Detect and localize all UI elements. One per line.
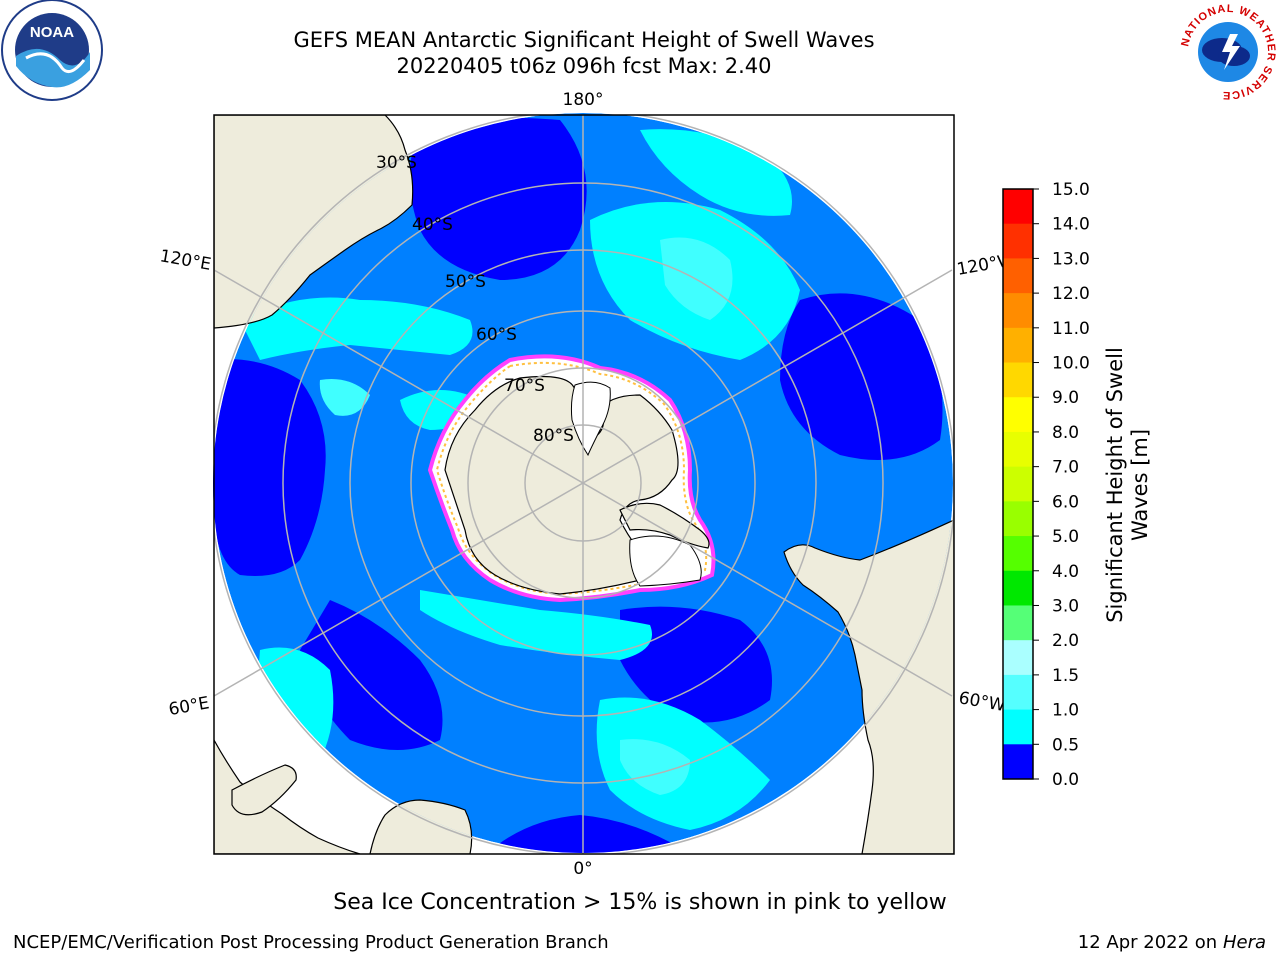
lat-label-80: 80°S — [533, 426, 574, 446]
lon-label-lower-right: 60°W — [957, 688, 1007, 716]
colorbar-segment — [1003, 223, 1033, 259]
sea-ice-caption: Sea Ice Concentration > 15% is shown in … — [333, 890, 947, 915]
weddell-ice-shelf — [629, 535, 702, 587]
graticule — [213, 115, 954, 854]
colorbar-label-line1: Significant Height of Swell — [1103, 347, 1127, 623]
africa-land — [214, 739, 361, 854]
lon-label-bottom: 0° — [573, 859, 592, 879]
madagascar-land — [231, 764, 297, 816]
colorbar-tick-label: 0.5 — [1052, 735, 1079, 755]
colorbar-frame — [1002, 188, 1034, 780]
colorbar-tick-label: 4.0 — [1052, 562, 1079, 582]
footer-date-text: 12 Apr 2022 on — [1077, 932, 1223, 953]
colorbar-segment — [1003, 431, 1033, 468]
swell-band-0-0.5 — [620, 606, 772, 723]
colorbar — [1003, 189, 1033, 780]
chart-subtitle: 20220405 t06z 096h fcst Max: 2.40 — [396, 54, 772, 78]
colorbar-ticks: 15.0 14.0 13.0 12.0 11.0 10.0 9.0 8.0 7.0 6.0 5.0 4… — [1033, 180, 1090, 790]
footer-credit: NCEP/EMC/Verification Post Processing Pr… — [13, 932, 609, 953]
colorbar-tick-label: 15.0 — [1052, 180, 1090, 200]
colorbar-tick-label: 3.0 — [1052, 596, 1079, 616]
colorbar-tick-label: 11.0 — [1052, 319, 1090, 339]
lon-label-upper-left: 120°E — [158, 246, 212, 275]
swell-band-1.0-1.5 — [258, 647, 334, 763]
noaa-logo-icon: NOAA — [1, 0, 103, 101]
noaa-logo-text: NOAA — [30, 24, 74, 41]
swell-band-0-0.5 — [213, 359, 326, 576]
colorbar-segment — [1003, 709, 1033, 745]
swell-band-1.0-1.5 — [240, 297, 473, 360]
swell-band-1.5-2.0 — [319, 379, 370, 416]
colorbar-segment — [1003, 466, 1033, 502]
colorbar-segment — [1003, 397, 1033, 433]
lat-label-30: 30°S — [376, 153, 417, 173]
colorbar-segment — [1003, 327, 1033, 364]
colorbar-segment — [1003, 536, 1033, 572]
colorbar-segment — [1003, 674, 1033, 711]
map-frame — [213, 114, 955, 855]
colorbar-tick-label: 14.0 — [1052, 215, 1090, 235]
swell-band-0-0.5 — [780, 293, 943, 460]
lat-label-50: 50°S — [445, 272, 486, 292]
footer-host: Hera — [1222, 932, 1266, 953]
colorbar-segment — [1003, 605, 1033, 641]
colorbar-tick-label: 7.0 — [1052, 458, 1079, 478]
swell-band-0-0.5 — [300, 600, 443, 750]
colorbar-tick-label: 5.0 — [1052, 527, 1079, 547]
colorbar-tick-label: 9.0 — [1052, 388, 1079, 408]
swell-band-1.0-1.5 — [420, 590, 652, 660]
antarctic-peninsula — [619, 502, 710, 549]
lat-label-70: 70°S — [504, 376, 545, 396]
swell-band-1.5-2.0 — [620, 739, 690, 795]
colorbar-segment — [1003, 501, 1033, 537]
colorbar-label-line2: Waves [m] — [1128, 429, 1152, 541]
colorbar-segment — [1003, 744, 1033, 780]
colorbar-tick-label: 13.0 — [1052, 249, 1090, 269]
colorbar-tick-label: 8.0 — [1052, 423, 1079, 443]
colorbar-tick-label: 0.0 — [1052, 770, 1079, 790]
colorbar-segment — [1003, 570, 1033, 606]
colorbar-segment — [1003, 293, 1033, 329]
colorbar-segment — [1003, 258, 1033, 294]
lon-label-top: 180° — [563, 90, 604, 110]
colorbar-tick-label: 12.0 — [1052, 284, 1090, 304]
colorbar-tick-label: 1.5 — [1052, 666, 1079, 686]
lon-label-lower-left: 60°E — [167, 693, 211, 720]
swell-band-0-0.5 — [410, 117, 587, 280]
colorbar-tick-label: 10.0 — [1052, 354, 1090, 374]
colorbar-tick-label: 1.0 — [1052, 701, 1079, 721]
meridian-60E-120W — [213, 269, 953, 697]
lat-label-60: 60°S — [476, 325, 517, 345]
colorbar-segment — [1003, 362, 1033, 398]
ross-ice-shelf — [570, 381, 611, 457]
colorbar-segment — [1003, 189, 1033, 225]
colorbar-segment — [1003, 640, 1033, 676]
chart-title: GEFS MEAN Antarctic Significant Height o… — [293, 28, 875, 52]
colorbar-tick-label: 2.0 — [1052, 631, 1079, 651]
lat-label-40: 40°S — [412, 215, 453, 235]
footer-date: 12 Apr 2022 on Hera — [1078, 932, 1266, 953]
nws-logo-icon: NATIONAL WEATHER SERVICE — [1179, 2, 1276, 101]
colorbar-tick-label: 6.0 — [1052, 492, 1079, 512]
